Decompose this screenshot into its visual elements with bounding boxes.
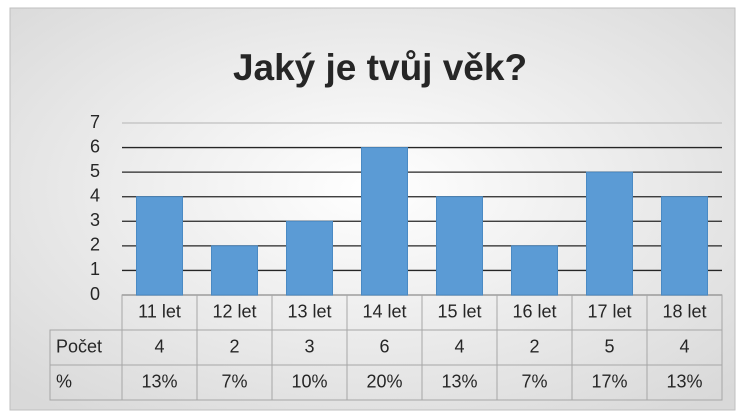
chart-title: Jaký je tvůj věk?	[233, 47, 527, 88]
x-tick-label: 15 let	[437, 301, 481, 321]
table-value: 2	[529, 336, 539, 356]
y-tick-label: 7	[90, 112, 100, 132]
table-value: 10%	[291, 371, 327, 391]
bar	[136, 196, 183, 296]
x-tick-label: 11 let	[138, 301, 181, 321]
table-value: 2	[229, 336, 239, 356]
x-tick-label: 16 let	[512, 301, 556, 321]
table-value: 4	[454, 336, 464, 356]
table-value: 7%	[221, 371, 247, 391]
bar	[211, 245, 258, 296]
x-tick-label: 13 let	[287, 301, 331, 321]
bar	[286, 220, 333, 296]
y-tick-label: 2	[90, 235, 100, 255]
y-tick-label: 1	[90, 259, 100, 279]
y-tick-label: 5	[90, 161, 100, 181]
row-header: Počet	[56, 336, 102, 356]
table-value: 4	[679, 336, 689, 356]
bar	[361, 147, 408, 296]
row-header: %	[56, 371, 72, 391]
x-tick-label: 18 let	[662, 301, 706, 321]
x-tick-label: 17 let	[587, 301, 631, 321]
table-value: 5	[604, 336, 614, 356]
table-value: 17%	[591, 371, 627, 391]
x-tick-label: 12 let	[212, 301, 256, 321]
table-value: 13%	[141, 371, 177, 391]
bar	[586, 171, 633, 296]
table-value: 7%	[521, 371, 547, 391]
table-value: 4	[154, 336, 164, 356]
bar	[436, 196, 483, 296]
y-tick-label: 0	[90, 284, 100, 304]
table-value: 13%	[666, 371, 702, 391]
x-tick-label: 14 let	[362, 301, 406, 321]
table-cell	[646, 364, 723, 401]
y-tick-label: 3	[90, 210, 100, 230]
y-tick-label: 4	[90, 185, 100, 205]
table-value: 13%	[441, 371, 477, 391]
y-tick-label: 6	[90, 136, 100, 156]
table-value: 3	[304, 336, 314, 356]
bar	[511, 245, 558, 296]
table-value: 20%	[366, 371, 402, 391]
bar	[661, 196, 708, 296]
table-value: 6	[379, 336, 389, 356]
